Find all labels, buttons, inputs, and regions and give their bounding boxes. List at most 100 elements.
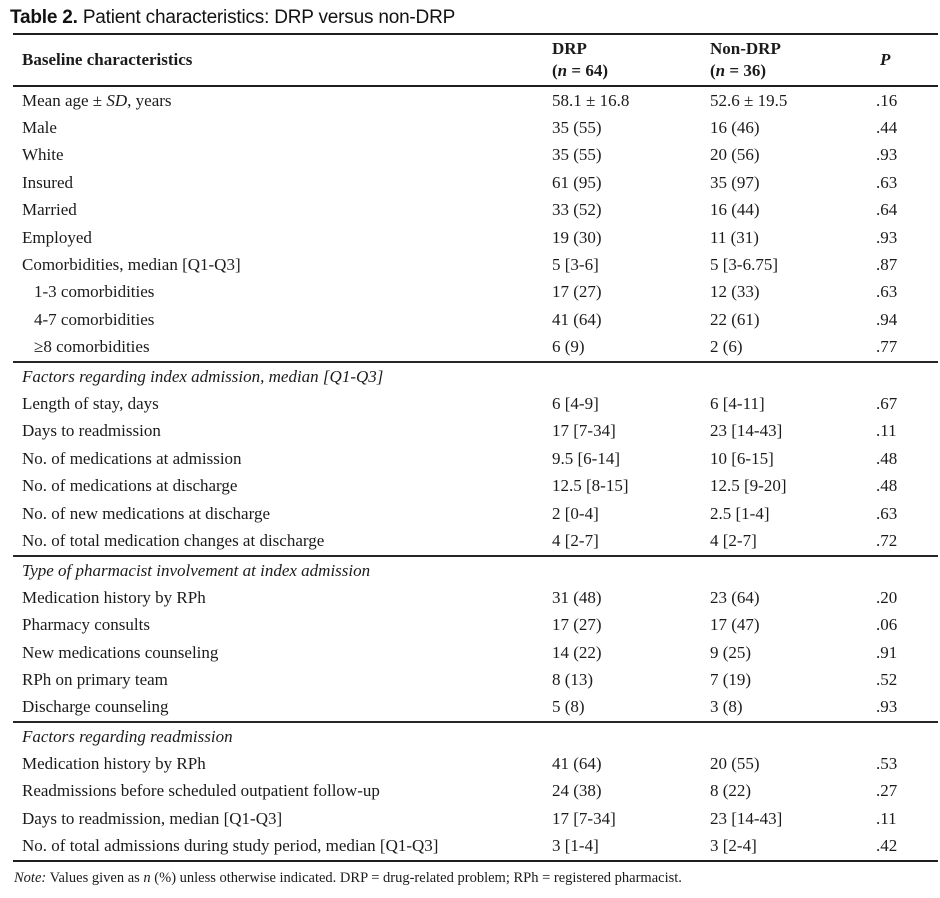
p-value: .63 bbox=[876, 172, 898, 192]
p-value: .11 bbox=[876, 421, 897, 441]
p-value: .63 bbox=[876, 503, 898, 523]
table-number: Table 2. bbox=[10, 7, 78, 28]
table-row: Days to readmission 17 [7-34] 23 [14-43]… bbox=[13, 418, 938, 445]
nondrp-value: 4 [2-7] bbox=[710, 530, 757, 550]
nondrp-value: 23 [14-43] bbox=[710, 421, 783, 441]
drp-value: 35 (55) bbox=[552, 145, 602, 165]
header-p-value: P bbox=[880, 50, 891, 69]
drp-value: 35 (55) bbox=[552, 118, 602, 138]
nondrp-value: 16 (46) bbox=[710, 118, 760, 138]
p-value: .72 bbox=[876, 530, 898, 550]
row-label: New medications counseling bbox=[22, 642, 219, 662]
row-label: No. of medications at discharge bbox=[22, 476, 238, 496]
p-value: .11 bbox=[876, 808, 897, 828]
table-row: Married 33 (52) 16 (44) .64 bbox=[13, 197, 938, 224]
drp-value: 24 (38) bbox=[552, 781, 602, 801]
row-label: ≥8 comorbidities bbox=[34, 337, 150, 357]
row-label: Readmissions before scheduled outpatient… bbox=[22, 781, 380, 801]
section-heading-text: Type of pharmacist involvement at index … bbox=[22, 560, 371, 580]
p-value: .64 bbox=[876, 200, 898, 220]
nondrp-value: 10 [6-15] bbox=[710, 448, 774, 468]
drp-value: 14 (22) bbox=[552, 642, 602, 662]
nondrp-value: 16 (44) bbox=[710, 200, 760, 220]
section-heading: Type of pharmacist involvement at index … bbox=[13, 557, 938, 584]
row-label: Comorbidities, median [Q1-Q3] bbox=[22, 255, 241, 275]
table-row: Employed 19 (30) 11 (31) .93 bbox=[13, 224, 938, 251]
header-nondrp-group: Non-DRP (n = 36) bbox=[705, 38, 860, 82]
drp-value: 41 (64) bbox=[552, 309, 602, 329]
header-drp-name: DRP bbox=[552, 39, 587, 58]
p-value: .16 bbox=[876, 90, 898, 110]
drp-value: 17 [7-34] bbox=[552, 421, 616, 441]
p-value: .44 bbox=[876, 118, 898, 138]
row-label: Married bbox=[22, 200, 77, 220]
p-value: .48 bbox=[876, 448, 898, 468]
nondrp-value: 2.5 [1-4] bbox=[710, 503, 770, 523]
table-footnote: Note: Values given as n (%) unless other… bbox=[14, 869, 682, 886]
table-row: Discharge counseling 5 (8) 3 (8) .93 bbox=[13, 694, 938, 721]
table-row: Medication history by RPh 31 (48) 23 (64… bbox=[13, 584, 938, 611]
section-heading-text: Factors regarding index admission, media… bbox=[22, 366, 384, 386]
nondrp-value: 6 [4-11] bbox=[710, 393, 765, 413]
nondrp-value: 8 (22) bbox=[710, 781, 752, 801]
nondrp-value: 12.5 [9-20] bbox=[710, 476, 787, 496]
p-value: .91 bbox=[876, 642, 898, 662]
drp-value: 2 [0-4] bbox=[552, 503, 599, 523]
p-value: .77 bbox=[876, 337, 898, 357]
table-row: 4-7 comorbidities 41 (64) 22 (61) .94 bbox=[13, 306, 938, 333]
drp-value: 19 (30) bbox=[552, 227, 602, 247]
nondrp-value: 52.6 ± 19.5 bbox=[710, 90, 788, 110]
table-header-row: Baseline characteristics DRP (n = 64) No… bbox=[13, 33, 938, 87]
row-label: Mean age ± SD, years bbox=[22, 90, 172, 110]
p-value: .93 bbox=[876, 227, 898, 247]
p-value: .67 bbox=[876, 393, 898, 413]
row-label: Pharmacy consults bbox=[22, 615, 150, 635]
drp-value: 17 (27) bbox=[552, 282, 602, 302]
p-value: .42 bbox=[876, 836, 898, 856]
row-label: No. of medications at admission bbox=[22, 448, 242, 468]
p-value: .48 bbox=[876, 476, 898, 496]
table-row: Medication history by RPh 41 (64) 20 (55… bbox=[13, 750, 938, 777]
p-value: .06 bbox=[876, 615, 898, 635]
nondrp-value: 20 (56) bbox=[710, 145, 760, 165]
row-label: Employed bbox=[22, 227, 92, 247]
row-label: No. of total admissions during study per… bbox=[22, 836, 439, 856]
drp-value: 6 (9) bbox=[552, 337, 585, 357]
p-value: .93 bbox=[876, 697, 898, 717]
table-section: Mean age ± SD, years 58.1 ± 16.8 52.6 ± … bbox=[13, 87, 938, 361]
section-heading: Factors regarding readmission bbox=[13, 723, 938, 750]
table-row: Days to readmission, median [Q1-Q3] 17 [… bbox=[13, 805, 938, 832]
table-row: Insured 61 (95) 35 (97) .63 bbox=[13, 169, 938, 196]
row-label: Medication history by RPh bbox=[22, 587, 206, 607]
nondrp-value: 12 (33) bbox=[710, 282, 760, 302]
table-row: Male 35 (55) 16 (46) .44 bbox=[13, 114, 938, 141]
table-section: Type of pharmacist involvement at index … bbox=[13, 554, 938, 721]
header-drp-group: DRP (n = 64) bbox=[545, 38, 705, 82]
row-label: No. of new medications at discharge bbox=[22, 503, 271, 523]
table-row: No. of total medication changes at disch… bbox=[13, 527, 938, 554]
nondrp-value: 2 (6) bbox=[710, 337, 743, 357]
nondrp-value: 35 (97) bbox=[710, 172, 760, 192]
table-row: RPh on primary team 8 (13) 7 (19) .52 bbox=[13, 666, 938, 693]
drp-value: 33 (52) bbox=[552, 200, 602, 220]
drp-value: 4 [2-7] bbox=[552, 530, 599, 550]
table-row: Pharmacy consults 17 (27) 17 (47) .06 bbox=[13, 611, 938, 638]
drp-value: 61 (95) bbox=[552, 172, 602, 192]
table-title-text: Patient characteristics: DRP versus non-… bbox=[77, 7, 456, 28]
table-row: ≥8 comorbidities 6 (9) 2 (6) .77 bbox=[13, 334, 938, 361]
table-row: No. of new medications at discharge 2 [0… bbox=[13, 500, 938, 527]
p-value: .87 bbox=[876, 255, 898, 275]
header-nondrp-name: Non-DRP bbox=[710, 39, 781, 58]
table-row: Comorbidities, median [Q1-Q3] 5 [3-6] 5 … bbox=[13, 251, 938, 278]
p-value: .94 bbox=[876, 309, 898, 329]
row-label: Length of stay, days bbox=[22, 393, 159, 413]
table-row: Readmissions before scheduled outpatient… bbox=[13, 778, 938, 805]
nondrp-value: 22 (61) bbox=[710, 309, 760, 329]
section-heading-text: Factors regarding readmission bbox=[22, 726, 233, 746]
row-label: No. of total medication changes at disch… bbox=[22, 530, 325, 550]
nondrp-value: 20 (55) bbox=[710, 754, 760, 774]
nondrp-value: 5 [3-6.75] bbox=[710, 255, 778, 275]
row-label: RPh on primary team bbox=[22, 669, 168, 689]
nondrp-value: 23 (64) bbox=[710, 587, 760, 607]
